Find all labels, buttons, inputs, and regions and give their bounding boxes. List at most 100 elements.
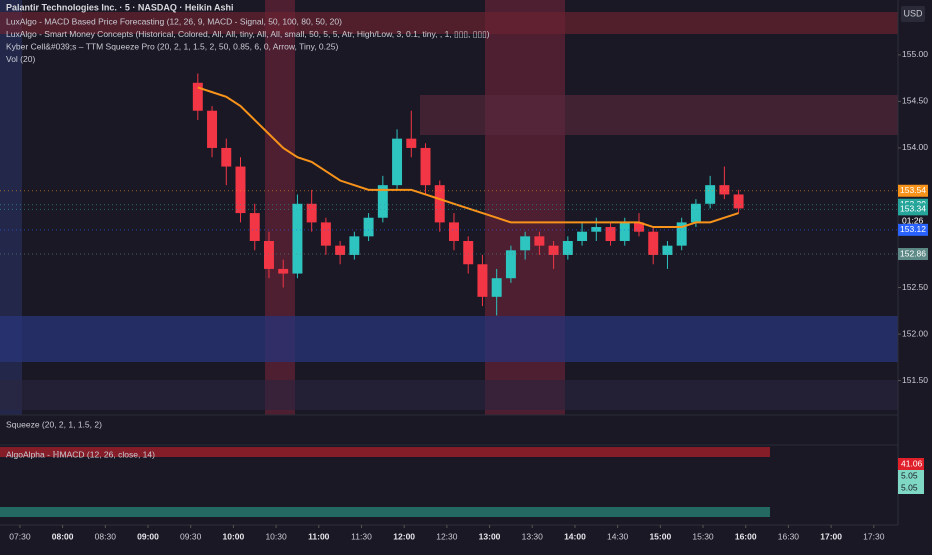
price-tag (898, 203, 928, 216)
y-tick-label: 155.00 (902, 49, 928, 59)
x-tick-label: 11:00 (308, 531, 330, 541)
candle-body (605, 227, 616, 241)
candle-body (292, 203, 303, 274)
x-tick-label: 16:00 (735, 531, 757, 541)
candle-body (221, 147, 232, 167)
x-tick-label: 09:30 (180, 531, 202, 541)
zone (0, 507, 770, 517)
x-tick-label: 12:00 (393, 531, 415, 541)
y-tick-label: 151.50 (902, 375, 928, 385)
price-tag (898, 184, 928, 197)
x-tick-label: 14:00 (564, 531, 586, 541)
x-tick-label: 12:30 (436, 531, 458, 541)
candle-body (676, 222, 687, 246)
x-tick-label: 07:30 (9, 531, 31, 541)
x-tick-label: 15:30 (692, 531, 714, 541)
candle-body (662, 245, 673, 255)
candle-body (278, 268, 289, 274)
candle-body (434, 185, 445, 223)
pane-tag (898, 458, 924, 470)
candle-body (349, 236, 360, 255)
indicator-label: LuxAlgo - Smart Money Concepts (Historic… (6, 29, 490, 39)
zone (0, 447, 770, 457)
candle-body (577, 231, 588, 241)
candle-body (562, 240, 573, 255)
candle-body (335, 245, 346, 255)
y-tick-label: 154.00 (902, 142, 928, 152)
candle-body (406, 138, 417, 148)
candle-body (249, 213, 260, 241)
candle-body (420, 147, 431, 186)
x-tick-label: 09:00 (137, 531, 159, 541)
candle-body (719, 185, 730, 195)
currency: USD (903, 8, 923, 18)
zone (420, 95, 898, 135)
y-tick-label: 152.00 (902, 328, 928, 338)
pane-tag-label: 5.05 (901, 470, 918, 480)
candle-body (463, 240, 474, 265)
chart-title: Palantir Technologies Inc. · 5 · NASDAQ … (6, 2, 234, 12)
x-tick-label: 08:30 (95, 531, 117, 541)
candle-body (648, 231, 659, 255)
x-tick-label: 16:30 (778, 531, 800, 541)
price-tag-label: 153.12 (900, 224, 926, 234)
candle-body (634, 222, 644, 232)
indicator-label: Vol (20) (6, 54, 35, 64)
candle-body (505, 250, 516, 279)
candle-body (534, 236, 545, 246)
price-tag-label: 153.54 (900, 185, 926, 195)
ema-line (197, 86, 739, 229)
pane-title: AlgoAlpha - ℍMACD (12, 26, close, 14) (6, 449, 155, 459)
y-tick-label: 154.50 (902, 96, 928, 106)
indicator-label: Kyber Cell&#039;s – TTM Squeeze Pro (20,… (6, 41, 338, 51)
candle-body (392, 138, 403, 186)
candle-body (733, 194, 744, 209)
candle-body (320, 222, 331, 246)
candle-body (449, 222, 459, 241)
zone (0, 0, 22, 415)
x-tick-label: 17:00 (820, 531, 842, 541)
candle-body (619, 222, 630, 241)
x-tick-label: 14:30 (607, 531, 629, 541)
candle-body (192, 82, 203, 111)
candle-body (690, 203, 701, 223)
x-tick-label: 17:30 (863, 531, 885, 541)
x-tick-label: 10:30 (265, 531, 287, 541)
indicator-label: LuxAlgo - MACD Based Price Forecasting (… (6, 16, 342, 26)
price-tag (898, 248, 928, 261)
pane-title: Squeeze (20, 2, 1, 1.5, 2) (6, 419, 102, 429)
candle-body (491, 278, 502, 297)
x-tick-label: 13:30 (522, 531, 544, 541)
pane-tag (898, 470, 924, 482)
x-tick-label: 15:00 (649, 531, 671, 541)
currency-box (901, 6, 925, 22)
price-tag (898, 223, 928, 236)
x-tick-label: 10:00 (223, 531, 245, 541)
candle-body (363, 217, 374, 237)
candle-body (477, 264, 488, 297)
x-tick-label: 08:00 (52, 531, 74, 541)
price-tag-label: 153.34 (900, 204, 926, 214)
zone (0, 316, 898, 362)
zone (0, 12, 898, 34)
pane-tag (898, 482, 924, 494)
price-tag-label: 152.86 (900, 248, 926, 258)
x-tick-label: 13:00 (479, 531, 501, 541)
candle-body (705, 185, 716, 204)
pane-tag-label: 5.05 (901, 482, 918, 492)
candle-body (377, 185, 388, 218)
candle-body (207, 110, 218, 148)
countdown: 01:26 (902, 216, 924, 226)
candle-body (520, 236, 531, 251)
candle-body (235, 166, 246, 214)
candle-body (263, 240, 274, 269)
x-tick-label: 11:30 (351, 531, 372, 541)
y-tick-label: 152.50 (902, 282, 928, 292)
candle-body (306, 203, 317, 223)
pane-tag-label: 41.06 (901, 458, 923, 468)
candle-body (548, 245, 559, 255)
zone (0, 380, 898, 410)
